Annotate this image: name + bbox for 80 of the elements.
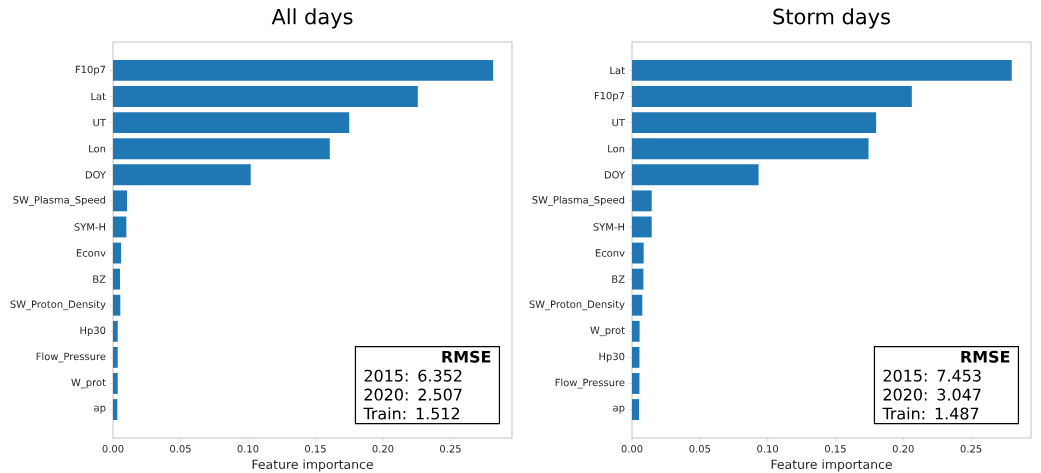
bar [632, 373, 640, 394]
bar [632, 242, 644, 264]
bar [113, 320, 118, 342]
y-tick-label: Hp30 [80, 326, 106, 337]
bar [113, 164, 251, 186]
y-tick-label: SW_Proton_Density [529, 300, 625, 311]
bar [113, 86, 418, 107]
annotation: Train: 1.487 [882, 407, 979, 420]
y-tick-label: BZ [93, 275, 106, 283]
bar [632, 86, 912, 107]
y-tick-label: SW_Plasma_Speed [13, 195, 106, 206]
x-tick-label: 0.25 [960, 445, 982, 453]
bar [113, 294, 121, 316]
y-tick-label: Lon [89, 144, 106, 153]
bar [632, 268, 644, 290]
bar [632, 216, 652, 238]
x-tick-label: 0.20 [372, 445, 394, 453]
y-tick-label: W_prot [71, 378, 106, 389]
y-tick-label: DOY [604, 171, 626, 179]
y-tick-label: Econv [76, 249, 106, 257]
y-tick-label: F10p7 [594, 91, 625, 102]
bar [632, 399, 640, 420]
x-tick-label: 0.05 [170, 445, 191, 453]
x-tick-label: 0.05 [689, 445, 711, 453]
bar [632, 190, 652, 212]
bar [113, 399, 118, 420]
y-tick-label: Hp30 [599, 352, 625, 363]
x-tick-label: 0.15 [305, 445, 326, 453]
y-tick-label: Flow_Pressure [555, 378, 625, 389]
bar [113, 190, 128, 212]
bar [113, 138, 330, 160]
bar [632, 294, 643, 316]
x-tick-label: 0.20 [892, 445, 914, 453]
y-tick-label: ap [613, 405, 625, 414]
annotation: 2015: 6.352 [364, 369, 462, 382]
y-tick-label: Lat [610, 66, 625, 75]
chart-title: Storm days [773, 8, 890, 29]
x-tick-label: 0.10 [757, 445, 779, 453]
y-tick-label: Econv [595, 249, 625, 257]
bar [632, 112, 877, 134]
y-tick-label: BZ [612, 275, 625, 283]
y-tick-label: F10p7 [75, 65, 106, 76]
bar [113, 112, 350, 134]
y-tick-label: SYM-H [593, 223, 625, 231]
x-tick-label: 0.00 [621, 445, 643, 453]
y-tick-label: SW_Plasma_Speed [532, 195, 625, 206]
y-tick-label: UT [612, 118, 626, 127]
y-tick-label: UT [93, 118, 107, 127]
y-tick-label: SW_Proton_Density [10, 300, 106, 311]
bar [632, 164, 759, 186]
bar [632, 138, 869, 160]
bar [113, 60, 494, 81]
bar [113, 373, 118, 394]
annotation: Train: 1.512 [363, 407, 460, 420]
annotation: 2015: 7.453 [883, 369, 981, 382]
x-tick-label: 0.25 [440, 445, 461, 453]
chart-title: All days [271, 8, 353, 29]
x-axis-title: Feature importance [771, 459, 892, 472]
annotation: 2020: 2.507 [364, 388, 462, 401]
y-tick-label: Flow_Pressure [36, 352, 106, 363]
x-tick-label: 0.10 [237, 445, 259, 453]
bar [632, 60, 1012, 81]
bar [113, 346, 118, 368]
annotation: RMSE [442, 350, 491, 363]
bar [632, 320, 640, 342]
annotation: 2020: 3.047 [883, 388, 981, 401]
x-axis-title: Feature importance [252, 459, 373, 472]
bar [113, 216, 127, 238]
x-tick-label: 0.15 [825, 445, 846, 453]
y-tick-label: ap [94, 405, 106, 414]
y-tick-label: W_prot [590, 326, 625, 337]
annotation: RMSE [961, 350, 1010, 363]
x-tick-label: 0.00 [102, 445, 124, 453]
bar [632, 346, 640, 368]
y-tick-label: SYM-H [74, 223, 106, 231]
bar [113, 268, 121, 290]
y-tick-label: DOY [85, 171, 107, 179]
y-tick-label: Lon [608, 144, 625, 153]
y-tick-label: Lat [91, 92, 106, 101]
bar [113, 242, 122, 264]
